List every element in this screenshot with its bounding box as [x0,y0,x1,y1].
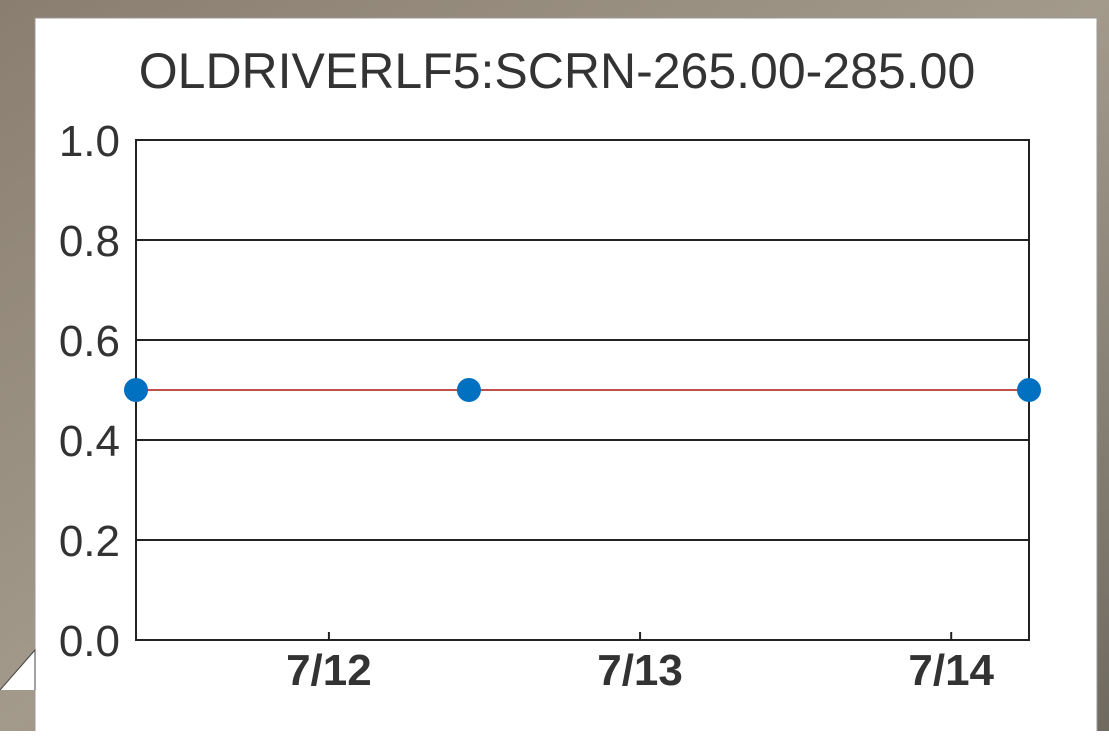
x-tick-label: 7/13 [597,646,683,695]
page: OLDRIVERLF5:SCRN-265.00-285.00 0.0 0.2 0.4… [0,0,1109,731]
point [457,378,481,402]
y-tick-label: 1.0 [59,117,120,166]
y-tick-label: 0.0 [59,617,120,666]
point [124,378,148,402]
y-tick-label: 0.6 [59,317,120,366]
y-tick-label: 0.2 [59,517,120,566]
point [1017,378,1041,402]
screen: OLDRIVERLF5:SCRN-265.00-285.00 0.0 0.2 0.4… [0,0,1109,731]
x-tick-label: 7/14 [908,646,994,695]
x-tick-label: 7/12 [286,646,372,695]
y-tick-label: 0.8 [59,217,120,266]
chart-title: OLDRIVERLF5:SCRN-265.00-285.00 [139,43,976,99]
y-tick-label: 0.4 [59,417,120,466]
popup [35,18,1097,731]
